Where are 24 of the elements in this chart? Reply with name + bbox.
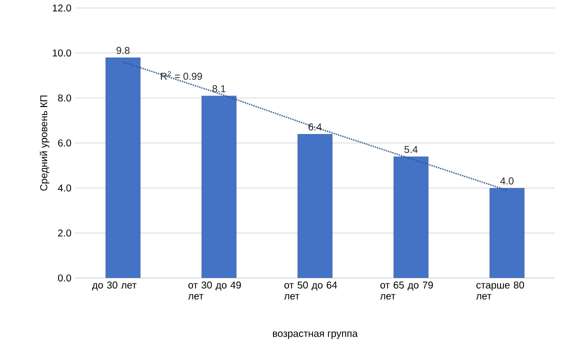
- data-label: 5.4: [404, 146, 418, 153]
- data-label: 9.8: [116, 46, 130, 54]
- y-tick-label: 6.0: [58, 139, 72, 147]
- bar: [202, 96, 236, 278]
- bar: [106, 57, 140, 278]
- x-tick-label: от 30 до 49 лет: [188, 282, 241, 300]
- annotation: R$^{2}$ = 0.99: [160, 71, 202, 80]
- x-tick-label: от 65 до 79 лет: [380, 282, 433, 300]
- y-axis-title: Средний уровень КП: [40, 96, 50, 191]
- y-tick-label: 4.0: [58, 184, 72, 192]
- y-tick-label: 0.0: [58, 274, 72, 282]
- bar: [490, 188, 525, 278]
- y-tick-label: 12.0: [52, 4, 72, 12]
- data-label: 8.1: [212, 85, 226, 92]
- bar: [298, 134, 332, 278]
- data-label: 4.0: [500, 177, 514, 184]
- x-tick-label: от 50 до 64 лет: [284, 282, 338, 300]
- y-tick-label: 10.0: [52, 49, 72, 57]
- x-tick-label: старше 80 лет: [476, 282, 524, 300]
- y-tick-label: 2.0: [58, 229, 72, 237]
- y-tick-label: 8.0: [58, 94, 72, 102]
- bar: [394, 156, 428, 278]
- x-axis-title: возрастная группа: [272, 332, 358, 339]
- x-tick-label: до 30 лет: [92, 282, 136, 290]
